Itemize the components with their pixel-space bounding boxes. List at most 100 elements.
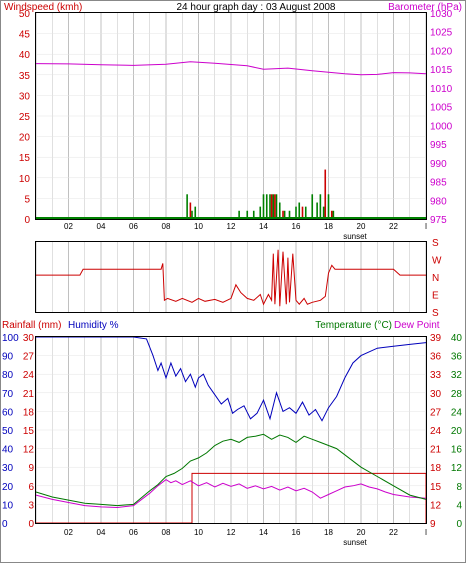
hour-tick-label: 22 [389,528,398,537]
barometer-tick: 1010 [430,84,453,95]
windspeed-tick: 10 [19,174,31,185]
barometer-tick: 1025 [430,28,453,39]
barometer-tick: 990 [430,159,447,170]
temperature-tick-secondary: 20 [451,426,463,437]
rainfall-tick-labels: 0 3 6 9 12 15 18 21 24 27 30 [23,333,35,530]
panel2-grid [35,242,427,312]
humidity-tick: 60 [2,407,14,418]
rainfall-tick: 0 [28,519,34,530]
humidity-line [36,336,427,422]
temperature-tick: 24 [430,426,442,437]
gust-bar [304,206,307,219]
humidity-axis-label: Humidity % [68,320,119,331]
wind-bars [36,169,426,219]
temperature-tick: 27 [430,407,442,418]
gust-bar [327,194,330,219]
humidity-tick: 90 [2,352,14,363]
rainfall-tick: 9 [28,463,34,474]
temperature-tick-secondary: 40 [451,333,463,344]
windspeed-tick: 35 [19,71,31,82]
direction-tick: N [432,273,439,284]
windspeed-tick: 15 [19,153,31,164]
panel2-frame [35,241,427,313]
temperature-axis-label: Temperature (°C) [315,320,392,331]
gust-bar [275,194,278,219]
panel3-frame [35,336,427,524]
wind-barometer-panel: 24 hour graph day : 03 August 2008 Winds… [4,2,462,241]
gust-bar [262,194,265,219]
windspeed-axis-label: Windspeed (kmh) [4,2,82,13]
temperature-tick: 9 [430,519,436,530]
hour-tick-label: 22 [389,222,398,231]
hour-tick-label: 16 [292,222,301,231]
humidity-tick: 40 [2,445,14,456]
rainfall-tick: 3 [28,500,34,511]
humidity-tick: 50 [2,426,14,437]
hour-tick-label: 14 [259,528,268,537]
temperature-tick: 18 [430,463,442,474]
gust-bar [316,202,318,219]
barometer-tick: 995 [430,140,447,151]
gust-bar [259,206,262,219]
hour-tick-label: l [425,528,427,537]
temperature-tick-labels: 9 12 15 18 21 24 27 30 33 36 39 [430,333,442,530]
humidity-tick: 70 [2,389,14,400]
wind-bar [301,206,304,219]
rainfall-tick: 27 [23,352,35,363]
rainfall-tick: 6 [28,482,34,493]
temperature-line [35,433,427,507]
hour-tick-label: l [425,222,427,231]
gust-bar [332,210,335,219]
hour-tick-label: 10 [194,528,203,537]
direction-tick: E [432,291,439,302]
hour-tick-label: 08 [162,222,171,231]
gust-bar [246,210,249,219]
direction-tick: S [432,238,439,249]
windspeed-tick: 25 [19,112,31,123]
hour-tick-label: 02 [64,528,73,537]
barometer-line [35,61,427,76]
gust-bar [288,210,291,219]
hour-tick-label: 12 [227,528,236,537]
rainfall-tick: 24 [23,370,35,381]
humidity-tick: 100 [2,333,19,344]
wind-bar [270,194,273,219]
temperature-tick: 36 [430,352,442,363]
hour-tick-labels: 02 04 06 08 10 12 14 16 18 20 22 l [64,222,427,231]
direction-tick: S [432,308,439,319]
temperature-tick-labels-secondary: 0 4 8 12 16 20 24 28 32 36 40 [451,333,463,530]
gust-bar [311,194,314,219]
rainfall-tick: 12 [23,445,35,456]
dew-point-line [35,478,427,509]
hour-tick-label: 06 [129,528,138,537]
temperature-tick-secondary: 24 [451,407,463,418]
hour-tick-label: 18 [324,528,333,537]
rainfall-axis-label: Rainfall (mm) [2,320,61,331]
barometer-tick: 1000 [430,121,453,132]
barometer-tick: 975 [430,215,447,226]
hour-tick-label: 14 [259,222,268,231]
wind-bar [274,194,276,219]
windspeed-tick: 5 [24,194,30,205]
barometer-tick-labels: 975 980 985 990 995 1000 1005 1010 1015 1020 1025 1… [430,9,453,226]
gust-bar [269,194,271,219]
gust-bar [272,194,275,219]
hour-tick-label: 18 [324,222,333,231]
hour-tick-label: 20 [357,528,366,537]
barometer-tick: 1005 [430,103,453,114]
temperature-tick: 15 [430,482,442,493]
gust-bar [191,210,193,219]
wind-bar [189,202,192,219]
hour-tick-label: 04 [97,528,106,537]
hour-tick-labels: 02 04 06 08 10 12 14 16 18 20 22 l [64,528,427,537]
gust-bar [295,206,297,219]
barometer-tick: 980 [430,196,447,207]
temperature-tick-secondary: 36 [451,352,463,363]
temperature-tick: 33 [430,370,442,381]
wind-bar [330,210,333,219]
windspeed-tick: 30 [19,91,31,102]
gust-bar [252,210,255,219]
temperature-tick: 30 [430,389,442,400]
